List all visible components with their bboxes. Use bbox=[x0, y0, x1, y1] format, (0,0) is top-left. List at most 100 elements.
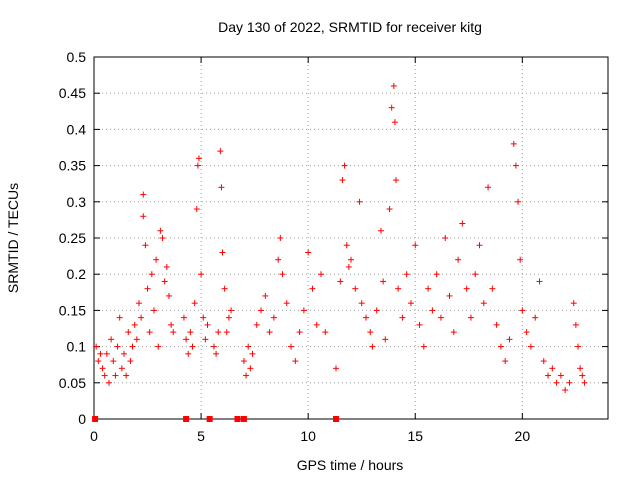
data-point bbox=[163, 263, 170, 270]
y-tick-label: 0.2 bbox=[67, 266, 87, 282]
data-point bbox=[144, 285, 151, 292]
data-point bbox=[225, 314, 232, 321]
data-point bbox=[110, 358, 117, 365]
data-point bbox=[120, 350, 127, 357]
data-point-zero bbox=[92, 416, 99, 422]
data-point bbox=[380, 278, 387, 285]
data-point bbox=[472, 271, 479, 278]
x-tick-label: 20 bbox=[515, 428, 531, 444]
y-tick-label: 0.3 bbox=[67, 194, 87, 210]
data-point bbox=[150, 307, 157, 314]
y-tick-label: 0.35 bbox=[59, 158, 86, 174]
data-point bbox=[497, 343, 504, 350]
data-point bbox=[367, 329, 374, 336]
data-point bbox=[185, 350, 192, 357]
data-point bbox=[581, 379, 588, 386]
data-point bbox=[300, 307, 307, 314]
data-point bbox=[195, 155, 202, 162]
data-point bbox=[485, 184, 492, 191]
y-tick-label: 0.15 bbox=[59, 302, 86, 318]
data-point bbox=[170, 329, 177, 336]
data-point bbox=[390, 82, 397, 89]
data-point bbox=[200, 314, 207, 321]
data-point bbox=[131, 321, 138, 328]
data-point bbox=[502, 358, 509, 365]
data-point bbox=[339, 177, 346, 184]
data-point bbox=[489, 285, 496, 292]
data-point bbox=[442, 235, 449, 241]
data-point bbox=[183, 336, 190, 343]
data-point bbox=[512, 162, 519, 169]
data-point bbox=[313, 321, 320, 328]
data-point bbox=[159, 235, 166, 241]
data-point bbox=[129, 343, 136, 350]
data-point-zero bbox=[183, 416, 190, 422]
data-point bbox=[213, 350, 220, 357]
data-point-zero bbox=[234, 416, 241, 422]
data-point bbox=[433, 271, 440, 278]
data-point bbox=[93, 343, 100, 350]
data-point bbox=[510, 140, 517, 147]
data-point bbox=[517, 256, 524, 263]
y-tick-label: 0.5 bbox=[67, 49, 87, 65]
data-point bbox=[579, 372, 586, 379]
y-tick-label: 0 bbox=[78, 411, 86, 427]
data-point bbox=[219, 249, 226, 256]
data-point bbox=[575, 343, 582, 350]
data-point bbox=[146, 329, 153, 336]
data-point bbox=[395, 285, 402, 292]
data-point bbox=[218, 184, 225, 191]
data-point bbox=[566, 379, 573, 386]
data-point bbox=[288, 343, 295, 350]
data-point bbox=[341, 162, 348, 169]
data-point bbox=[403, 271, 410, 278]
data-point bbox=[377, 227, 384, 234]
data-point bbox=[161, 278, 168, 285]
data-point bbox=[140, 191, 147, 198]
data-point bbox=[253, 321, 260, 328]
data-point bbox=[455, 256, 462, 263]
y-axis: 0 0.05 0.1 0.15 0.2 0.25 0.3 0.35 0.4 0.45 0.5 bbox=[59, 49, 608, 427]
data-point bbox=[127, 358, 134, 365]
data-point bbox=[114, 343, 121, 350]
y-axis-label: SRMTID / TECUs bbox=[5, 183, 21, 293]
data-point bbox=[266, 329, 273, 336]
data-point bbox=[519, 307, 526, 314]
data-point bbox=[549, 365, 556, 372]
data-point bbox=[228, 307, 235, 314]
data-point bbox=[133, 336, 140, 343]
data-point bbox=[386, 206, 393, 213]
data-point bbox=[180, 314, 187, 321]
data-point bbox=[345, 263, 352, 270]
y-tick-label: 0.1 bbox=[67, 339, 87, 355]
data-point bbox=[210, 343, 217, 350]
data-point bbox=[240, 358, 247, 365]
data-point bbox=[348, 256, 354, 263]
data-point bbox=[249, 350, 256, 357]
data-point bbox=[412, 242, 419, 249]
data-point-zero bbox=[333, 416, 340, 422]
data-point bbox=[215, 329, 222, 336]
data-point bbox=[318, 271, 325, 278]
data-point bbox=[523, 329, 530, 336]
data-point bbox=[123, 372, 130, 379]
data-point bbox=[245, 343, 252, 350]
data-point bbox=[223, 329, 230, 336]
data-point bbox=[194, 162, 201, 169]
chart-title: Day 130 of 2022, SRMTID for receiver kit… bbox=[218, 19, 482, 35]
data-point bbox=[577, 365, 584, 372]
data-point bbox=[309, 285, 316, 292]
data-point bbox=[570, 300, 577, 307]
data-point bbox=[373, 307, 380, 314]
data-point bbox=[262, 292, 269, 299]
data-point bbox=[193, 206, 200, 213]
data-point bbox=[493, 321, 500, 328]
data-point bbox=[333, 365, 340, 372]
x-tick-label: 5 bbox=[197, 428, 205, 444]
data-point bbox=[198, 271, 205, 278]
data-point bbox=[97, 350, 104, 357]
data-point bbox=[112, 372, 119, 379]
data-point bbox=[95, 358, 102, 365]
y-tick-label: 0.25 bbox=[59, 230, 86, 246]
